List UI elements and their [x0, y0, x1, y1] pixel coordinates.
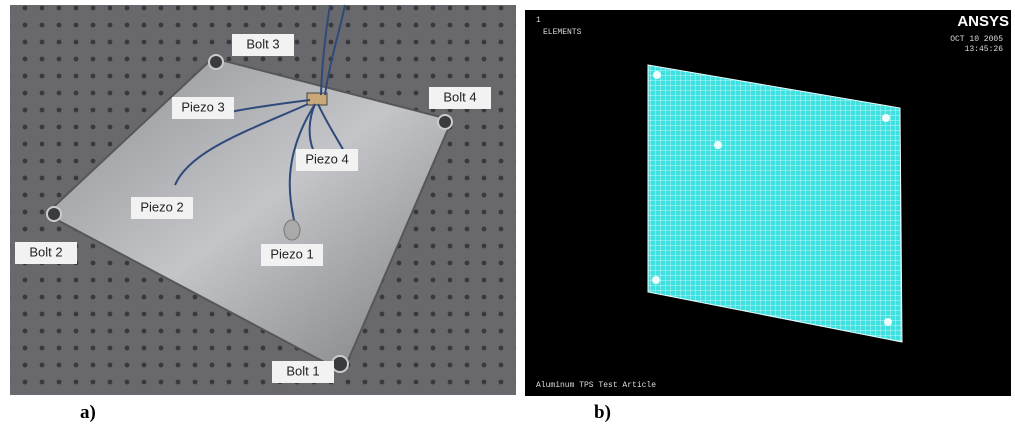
brand: ANSYS	[957, 13, 1009, 30]
view-title: ELEMENTS	[543, 28, 582, 37]
callout-label: Piezo 4	[305, 151, 348, 166]
panel-label: b)	[594, 402, 611, 423]
caption: Aluminum TPS Test Article	[536, 381, 656, 390]
figure: Bolt 3 Bolt 4 Piezo 3 Piezo 4 Piezo 2 Bolt 2 P…	[0, 0, 1015, 425]
callout-label: Piezo 3	[181, 99, 224, 114]
callout-label: Piezo 2	[140, 199, 183, 214]
frame-number: 1	[536, 16, 541, 25]
photo	[10, 5, 516, 395]
callout-label: Bolt 4	[443, 89, 476, 104]
callout-label: Piezo 1	[270, 246, 313, 261]
callout-label: Bolt 2	[29, 244, 62, 259]
time: 13:45:26	[965, 45, 1004, 54]
panel-label: a)	[80, 402, 96, 423]
date: OCT 10 2005	[950, 35, 1003, 44]
callout-label: Bolt 3	[246, 36, 279, 51]
callout-label: Bolt 1	[286, 363, 319, 378]
ansys-screen: 1 ELEMENTS ANSYS OCT 10 2005 13:45:26 Al…	[525, 10, 1011, 396]
